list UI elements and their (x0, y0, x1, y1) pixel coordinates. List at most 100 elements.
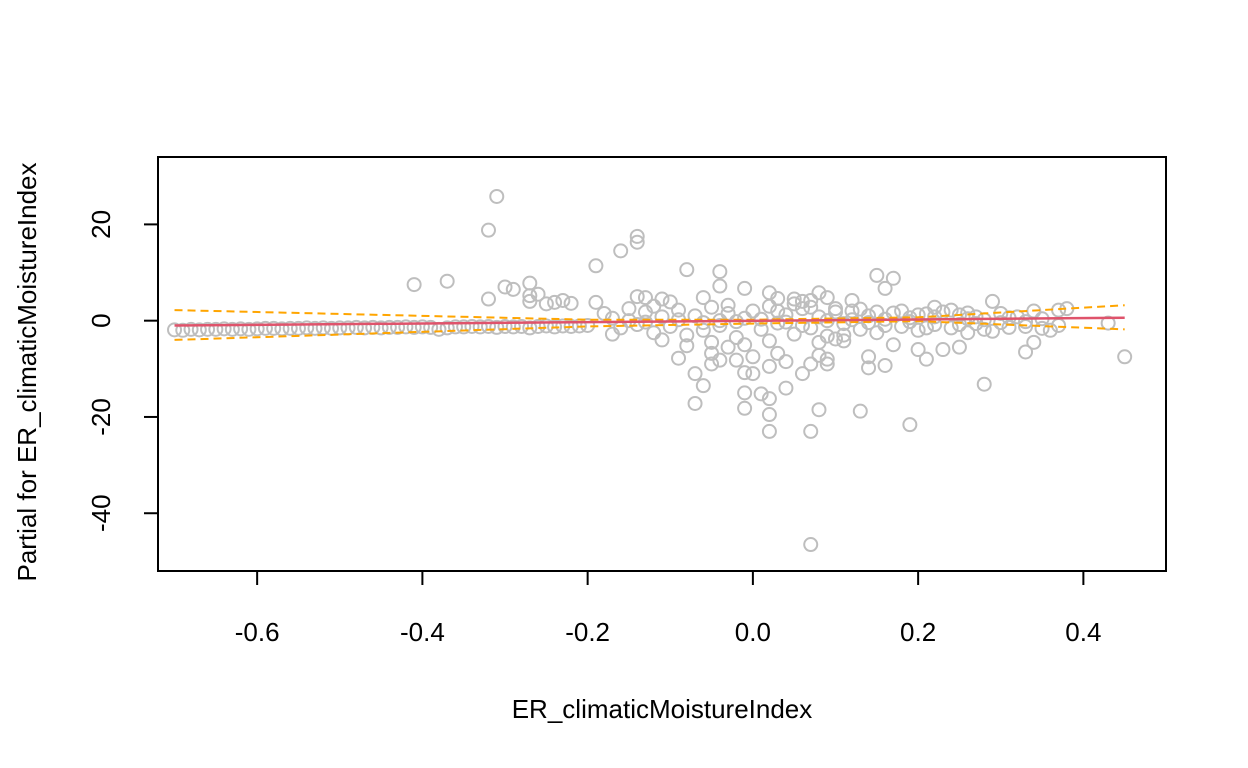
data-point (447, 319, 463, 335)
data-point (687, 395, 703, 411)
data-point (861, 360, 877, 376)
data-point (745, 366, 761, 382)
x-axis-title: ER_climaticMoistureIndex (512, 694, 813, 724)
data-point (588, 294, 604, 310)
data-point (439, 320, 455, 336)
data-point (984, 293, 1000, 309)
y-axis-title: Partial for ER_climaticMoistureIndex (12, 162, 42, 581)
data-point (563, 295, 579, 311)
data-point (1018, 314, 1034, 330)
data-point (761, 423, 777, 439)
data-point (439, 273, 455, 289)
data-point (836, 327, 852, 343)
data-point (728, 352, 744, 368)
data-point (927, 317, 943, 333)
data-point (704, 356, 720, 372)
data-point (745, 303, 761, 319)
fit-line-group (174, 316, 1125, 327)
data-point (819, 290, 835, 306)
data-point (976, 376, 992, 392)
data-point (861, 349, 877, 365)
data-point (505, 319, 521, 335)
fit-line (174, 316, 1125, 327)
data-point (819, 351, 835, 367)
data-point (844, 292, 860, 308)
data-point (613, 243, 629, 259)
data-point (761, 407, 777, 423)
data-point (770, 345, 786, 361)
data-point (423, 319, 439, 335)
data-point (819, 356, 835, 372)
data-point (514, 318, 530, 334)
data-point (861, 315, 877, 331)
data-point (357, 320, 373, 336)
data-point (695, 322, 711, 338)
data-point (745, 349, 761, 365)
y-tick-label: -20 (86, 398, 116, 436)
data-point (398, 319, 414, 335)
data-point (927, 309, 943, 325)
data-point (704, 299, 720, 315)
data-point (852, 403, 868, 419)
data-point (761, 333, 777, 349)
x-tick-label: -0.6 (235, 617, 280, 647)
data-point (753, 386, 769, 402)
data-point (935, 342, 951, 358)
data-point (332, 320, 348, 336)
data-point (753, 311, 769, 327)
data-point (1001, 319, 1017, 335)
data-point (885, 270, 901, 286)
data-point (290, 320, 306, 336)
data-point (299, 320, 315, 336)
data-point (720, 297, 736, 313)
data-point (480, 318, 496, 334)
data-point (547, 294, 563, 310)
data-point (728, 330, 744, 346)
data-point (885, 337, 901, 353)
data-point (348, 319, 364, 335)
data-point (373, 320, 389, 336)
data-point (414, 319, 430, 335)
data-point (687, 366, 703, 382)
data-point (1100, 315, 1116, 331)
data-point (836, 333, 852, 349)
data-point (522, 288, 538, 304)
y-tick-label: 0 (86, 313, 116, 327)
data-point (720, 339, 736, 355)
data-point (654, 291, 670, 307)
data-point (737, 385, 753, 401)
data-point (761, 358, 777, 374)
data-point (604, 310, 620, 326)
data-point (183, 321, 199, 337)
data-point (877, 280, 893, 296)
data-point (480, 222, 496, 238)
data-point (489, 319, 505, 335)
data-point (679, 262, 695, 278)
data-point (175, 322, 191, 338)
data-point (555, 292, 571, 308)
data-point (828, 331, 844, 347)
data-point (629, 228, 645, 244)
data-point (811, 285, 827, 301)
data-point (307, 320, 323, 336)
data-point (1018, 318, 1034, 334)
data-point (811, 402, 827, 418)
data-point (993, 315, 1009, 331)
data-point (695, 290, 711, 306)
data-point (811, 334, 827, 350)
data-point (282, 320, 298, 336)
data-point (712, 264, 728, 280)
data-point (257, 320, 273, 336)
data-point (869, 304, 885, 320)
data-point (910, 322, 926, 338)
data-point (852, 301, 868, 317)
data-point (778, 380, 794, 396)
data-point (712, 317, 728, 333)
data-point (737, 365, 753, 381)
data-point (489, 188, 505, 204)
data-point (1026, 334, 1042, 350)
data-point (671, 350, 687, 366)
data-point (1034, 320, 1050, 336)
data-point (712, 352, 728, 368)
data-point (828, 301, 844, 317)
